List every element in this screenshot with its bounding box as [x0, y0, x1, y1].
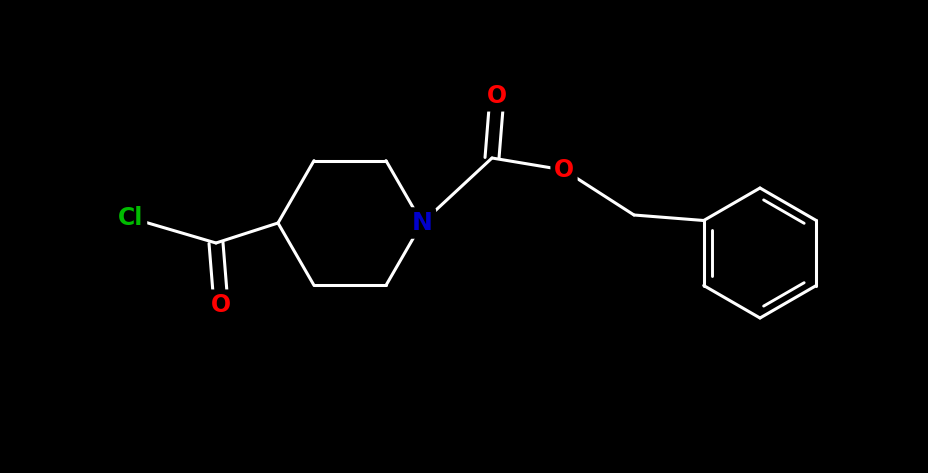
Text: O: O: [211, 293, 231, 317]
Text: O: O: [553, 158, 574, 182]
Text: N: N: [411, 211, 432, 235]
Text: O: O: [486, 84, 507, 108]
Text: Cl: Cl: [118, 206, 144, 230]
